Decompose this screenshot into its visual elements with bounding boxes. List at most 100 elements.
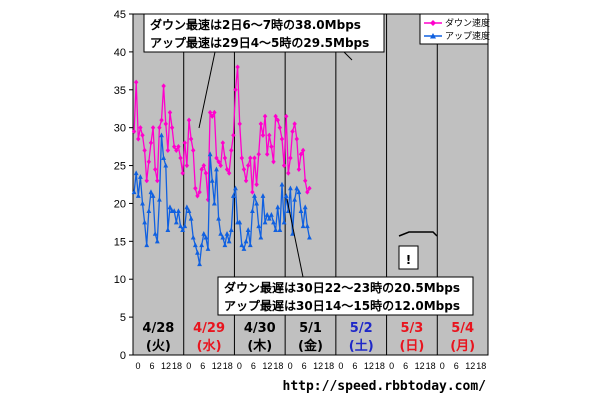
y-tick-label: 20 xyxy=(114,198,126,210)
data-point xyxy=(233,87,238,93)
legend-box xyxy=(419,13,489,45)
day-weekday-label: (日) xyxy=(399,339,424,354)
data-point xyxy=(252,155,257,161)
data-point xyxy=(264,151,270,157)
data-point xyxy=(279,136,285,142)
data-point xyxy=(138,125,143,131)
data-point xyxy=(133,79,139,85)
data-point xyxy=(140,132,145,138)
data-point xyxy=(216,215,221,221)
data-point xyxy=(146,208,152,214)
data-point xyxy=(210,113,215,119)
data-point xyxy=(199,166,204,172)
data-point xyxy=(140,200,145,206)
data-point xyxy=(186,117,192,123)
hour-tick-label: 6 xyxy=(454,361,459,371)
data-point xyxy=(305,189,310,195)
data-point xyxy=(167,204,173,210)
data-point xyxy=(258,234,264,240)
data-point xyxy=(191,147,196,153)
hour-tick-label: 12 xyxy=(212,361,222,371)
data-point xyxy=(304,223,310,229)
data-point xyxy=(275,204,281,210)
hour-tick-label: 18 xyxy=(172,361,182,371)
hour-tick-label: 18 xyxy=(324,361,334,371)
hour-tick-label: 6 xyxy=(251,361,256,371)
data-point xyxy=(157,196,162,202)
data-point xyxy=(300,147,306,153)
data-point xyxy=(180,227,186,232)
data-point xyxy=(133,170,139,176)
data-point xyxy=(157,125,162,131)
data-point xyxy=(212,109,217,116)
data-point xyxy=(199,242,205,248)
hour-tick-label: 18 xyxy=(476,361,486,371)
hour-tick-label: 12 xyxy=(364,361,374,371)
hour-tick-label: 0 xyxy=(288,361,293,371)
day-date-label: 5/4 xyxy=(451,321,474,336)
data-point xyxy=(180,170,185,176)
data-point xyxy=(231,132,236,138)
hour-tick-label: 0 xyxy=(440,361,445,371)
data-point xyxy=(178,155,183,161)
hour-tick-label: 18 xyxy=(273,361,283,371)
fastest-down-text: ダウン最速は2日6～7時の38.0Mbps xyxy=(150,17,361,32)
data-point xyxy=(271,159,276,165)
data-point xyxy=(216,159,221,165)
day-weekday-label: (水) xyxy=(197,338,222,354)
legend-down-marker xyxy=(430,20,436,26)
data-point xyxy=(154,238,160,244)
hour-tick-label: 0 xyxy=(135,361,140,371)
data-point xyxy=(256,223,262,229)
day-date-label: 4/29 xyxy=(193,321,225,336)
slowest-annotation-box xyxy=(217,276,474,316)
slowest-annotation: ダウン最遅は30日22～23時の20.5Mbps アップ最遅は30日14～15時… xyxy=(217,198,474,316)
hour-tick-label: 0 xyxy=(237,361,242,371)
slowest-down-leader xyxy=(286,198,304,278)
data-point xyxy=(298,151,304,157)
data-point xyxy=(283,113,289,119)
data-point xyxy=(131,128,137,135)
data-point xyxy=(161,83,166,89)
data-point xyxy=(294,185,300,191)
data-point xyxy=(271,219,276,225)
data-point xyxy=(131,189,137,195)
data-point xyxy=(172,144,177,150)
warning-box xyxy=(398,245,419,270)
hour-tick-labels: 0 6 12 18 0 6 12 18 0 6 12 18 0 6 12 18 0 6 12 18 0 6 12 18 0 6 12… xyxy=(135,361,486,371)
y-tick-label: 5 xyxy=(120,312,126,324)
data-point xyxy=(201,230,207,236)
legend-up-label: アップ速度 xyxy=(445,30,490,42)
fastest-up-text: アップ最速は29日4～5時の29.5Mbps xyxy=(150,35,369,50)
data-point xyxy=(148,140,154,146)
hour-tick-label: 0 xyxy=(389,361,394,371)
warning-note: ! xyxy=(398,231,438,270)
data-point xyxy=(195,193,200,199)
data-point xyxy=(163,121,168,127)
data-point xyxy=(186,208,192,214)
data-point xyxy=(288,155,293,161)
slowest-down-text: ダウン最遅は30日22～23時の20.5Mbps xyxy=(224,280,460,295)
data-point xyxy=(159,132,164,138)
day-date-label: 4/28 xyxy=(142,321,174,336)
legend-down-label: ダウン速度 xyxy=(445,17,490,29)
data-point xyxy=(193,185,198,191)
day-date-label: 5/1 xyxy=(299,321,322,336)
data-point xyxy=(220,234,226,240)
data-point xyxy=(260,193,266,198)
data-point xyxy=(237,121,242,127)
data-point xyxy=(207,151,213,157)
data-point xyxy=(188,136,194,142)
y-tick-label: 35 xyxy=(114,85,126,97)
data-point xyxy=(237,219,243,225)
data-point xyxy=(262,113,268,119)
legend-up-marker xyxy=(430,33,436,39)
data-point xyxy=(303,178,308,184)
hour-tick-label: 12 xyxy=(262,361,272,371)
data-point xyxy=(152,166,158,172)
data-point xyxy=(171,208,177,214)
data-point xyxy=(197,189,202,195)
data-point xyxy=(262,219,268,225)
data-point xyxy=(165,147,171,153)
hour-tick-label: 6 xyxy=(403,361,408,371)
